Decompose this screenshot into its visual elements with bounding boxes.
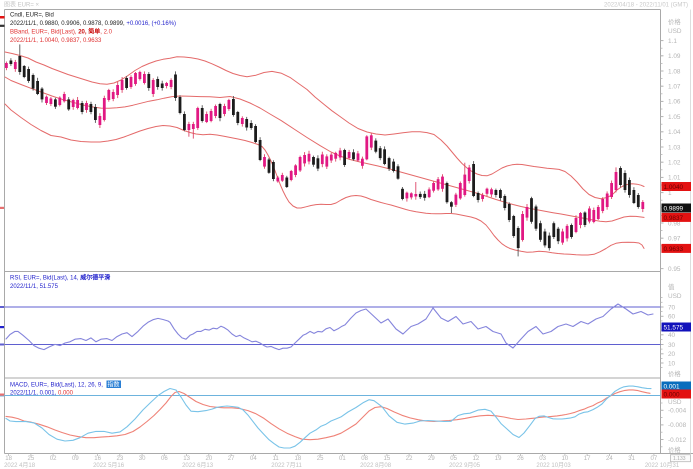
svg-text:12: 12: [473, 456, 480, 462]
svg-text:0.000: 0.000: [664, 392, 680, 399]
svg-text:0.97: 0.97: [668, 236, 681, 243]
svg-text:30: 30: [668, 342, 676, 349]
svg-text:1.09: 1.09: [668, 53, 681, 60]
svg-text:2022 10月03: 2022 10月03: [536, 462, 571, 469]
svg-text:2022 8月08: 2022 8月08: [360, 462, 392, 469]
svg-text:15: 15: [384, 456, 391, 462]
svg-text:0.9837: 0.9837: [664, 215, 684, 222]
svg-text:0.98: 0.98: [668, 220, 681, 227]
svg-text:17: 17: [584, 456, 591, 462]
svg-text:-0.004: -0.004: [668, 408, 687, 415]
svg-text:27: 27: [228, 456, 235, 462]
svg-text:1.0040: 1.0040: [664, 184, 684, 191]
svg-text:2022 4月18: 2022 4月18: [4, 462, 36, 469]
svg-text:05: 05: [450, 456, 457, 462]
svg-text:2022/11/1, 1.0040, 0.9837, 0.9: 2022/11/1, 1.0040, 0.9837, 0.9633: [10, 38, 102, 44]
svg-text:2022 5月16: 2022 5月16: [93, 462, 125, 469]
svg-text:2022 6月13: 2022 6月13: [182, 462, 214, 469]
svg-text:1.02: 1.02: [668, 160, 681, 167]
svg-text:价格: 价格: [668, 445, 681, 454]
svg-text:51.575: 51.575: [664, 325, 684, 332]
svg-text:18: 18: [295, 456, 302, 462]
svg-text:24: 24: [606, 456, 613, 462]
svg-text:40: 40: [668, 332, 676, 339]
svg-text:02: 02: [50, 456, 57, 462]
svg-text:0.9899: 0.9899: [664, 206, 684, 213]
svg-text:07: 07: [651, 456, 658, 462]
svg-text:0.001: 0.001: [664, 384, 680, 391]
svg-text:2022 7月11: 2022 7月11: [271, 462, 302, 469]
svg-text:值: 值: [668, 282, 675, 291]
svg-text:-0.012: -0.012: [668, 437, 687, 444]
svg-text:0.9633: 0.9633: [664, 246, 684, 253]
svg-text:19: 19: [495, 456, 502, 462]
svg-text:1.133: 1.133: [673, 456, 686, 462]
svg-text:60: 60: [668, 314, 676, 321]
svg-text:29: 29: [428, 456, 435, 462]
svg-text:1.04: 1.04: [668, 129, 681, 136]
svg-text:30: 30: [139, 456, 146, 462]
svg-text:2022 9月05: 2022 9月05: [449, 462, 481, 469]
svg-text:10: 10: [562, 456, 569, 462]
svg-text:-0.008: -0.008: [668, 422, 687, 429]
svg-text:USD: USD: [668, 28, 682, 35]
svg-text:2022/11/1, 51.575: 2022/11/1, 51.575: [10, 284, 59, 290]
svg-text:04: 04: [250, 456, 257, 462]
svg-text:USD: USD: [668, 399, 682, 406]
svg-text:03: 03: [539, 456, 546, 462]
svg-text:指数: 指数: [108, 381, 120, 389]
svg-text:价格: 价格: [668, 17, 681, 26]
svg-text:06: 06: [161, 456, 168, 462]
svg-text:1.03: 1.03: [668, 144, 681, 151]
svg-text:09: 09: [72, 456, 79, 462]
svg-text:26: 26: [517, 456, 524, 462]
svg-text:1.05: 1.05: [668, 114, 681, 121]
svg-text:2022/11/1, 0.9880, 0.9906, 0.9: 2022/11/1, 0.9880, 0.9906, 0.9878, 0.989…: [10, 21, 176, 27]
svg-text:08: 08: [361, 456, 368, 462]
svg-text:图表 EUR= ×: 图表 EUR= ×: [4, 1, 40, 9]
svg-text:RSI, EUR=, Bid(Last), 14, 威尔德平: RSI, EUR=, Bid(Last), 14, 威尔德平滑: [10, 274, 110, 282]
svg-text:1.1: 1.1: [668, 38, 677, 45]
svg-text:20: 20: [668, 351, 676, 358]
svg-text:1.01: 1.01: [668, 175, 681, 182]
svg-text:25: 25: [317, 456, 324, 462]
svg-text:1.06: 1.06: [668, 99, 681, 106]
svg-text:价格: 价格: [668, 369, 681, 378]
svg-text:20: 20: [206, 456, 213, 462]
svg-text:USD: USD: [668, 293, 682, 300]
svg-text:11: 11: [272, 456, 279, 462]
svg-text:22: 22: [406, 456, 413, 462]
svg-text:2022 10月31: 2022 10月31: [645, 462, 680, 469]
svg-text:1.07: 1.07: [668, 84, 681, 91]
svg-text:16: 16: [94, 456, 101, 462]
svg-text:13: 13: [183, 456, 190, 462]
svg-text:2022/04/18 - 2022/11/01 (GMT): 2022/04/18 - 2022/11/01 (GMT): [604, 3, 688, 9]
svg-text:70: 70: [668, 304, 676, 311]
svg-text:18: 18: [5, 456, 12, 462]
svg-text:1.08: 1.08: [668, 68, 681, 75]
svg-text:25: 25: [28, 456, 35, 462]
svg-text:0.95: 0.95: [668, 266, 681, 273]
svg-text:BBand, EUR=, Bid(Last), 20, 简单: BBand, EUR=, Bid(Last), 20, 简单, 2.0: [10, 28, 113, 36]
svg-text:2022/11/1, 0.001, 0.000: 2022/11/1, 0.001, 0.000: [10, 391, 74, 397]
svg-text:31: 31: [628, 456, 635, 462]
svg-text:Cndl, EUR=, Bid: Cndl, EUR=, Bid: [10, 13, 54, 19]
svg-text:10: 10: [668, 360, 676, 367]
svg-text:01: 01: [339, 456, 346, 462]
svg-text:1: 1: [668, 190, 672, 197]
svg-text:23: 23: [117, 456, 124, 462]
svg-text:MACD, EUR=, Bid(Last), 12, 26,: MACD, EUR=, Bid(Last), 12, 26, 9,: [10, 383, 103, 389]
